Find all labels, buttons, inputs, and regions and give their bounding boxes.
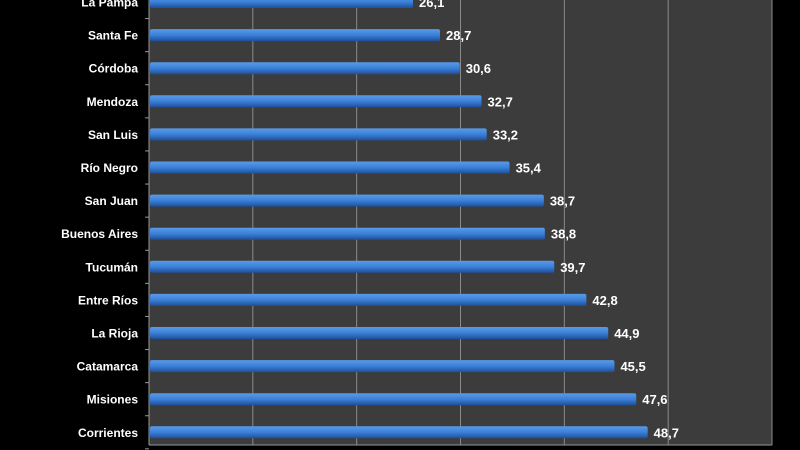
data-label: 39,7 [560,260,585,275]
data-label: 30,6 [466,61,491,76]
data-label: 38,7 [550,194,575,209]
data-label: 35,4 [516,161,542,176]
data-label: 42,8 [592,293,617,308]
data-label: 45,5 [620,359,645,374]
data-label: 44,9 [614,326,639,341]
bar [150,360,615,373]
bar [150,327,609,339]
data-label: 32,7 [488,94,513,109]
data-label: 47,6 [642,392,667,407]
bar [150,29,441,42]
bar [150,62,460,75]
bar [150,393,637,406]
category-label: La Rioja [91,327,138,341]
bar [150,128,487,141]
bar [150,293,587,306]
bar [150,260,555,273]
category-label: La Pampa [81,0,138,10]
category-label: San Juan [85,194,138,208]
bar [150,194,544,207]
category-label: Córdoba [89,62,139,76]
data-label: 38,8 [551,227,576,242]
bar [150,227,545,240]
category-label: Corrientes [78,426,138,440]
category-label: Catamarca [77,360,139,374]
category-label: Tucumán [86,260,138,274]
category-label: Entre Ríos [78,293,138,307]
bar [150,426,648,439]
category-label: Santa Fe [88,29,138,43]
category-label: Misiones [87,393,139,407]
category-label: Buenos Aires [61,227,138,241]
data-label: 26,1 [419,0,444,10]
data-label: 28,7 [446,28,471,43]
category-label: Mendoza [87,95,139,109]
category-label: San Luis [88,128,138,142]
bar [150,161,510,174]
bar [150,0,414,8]
bar [150,95,482,108]
data-label: 33,2 [493,127,518,142]
data-label: 48,7 [654,425,679,440]
category-label: Río Negro [81,161,138,175]
